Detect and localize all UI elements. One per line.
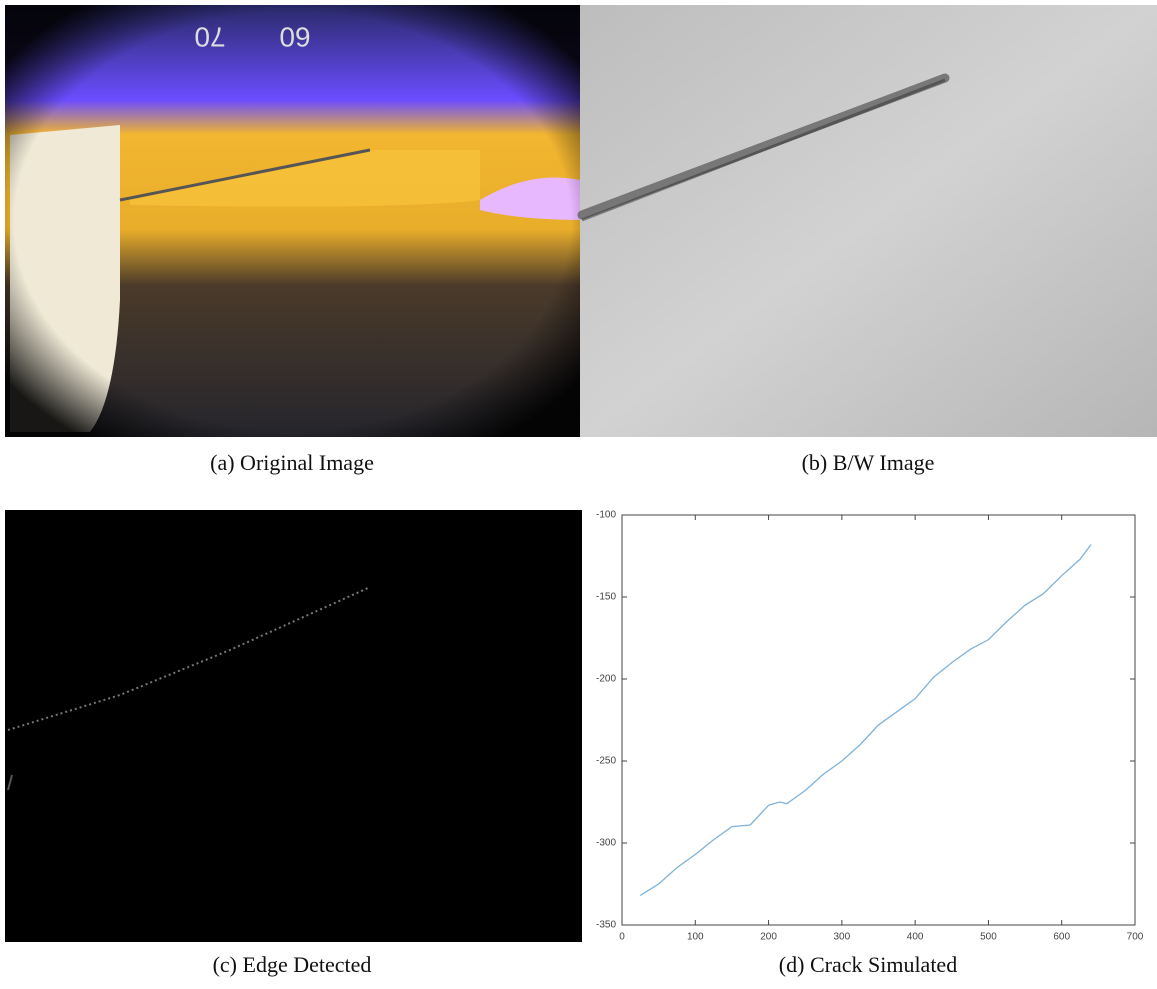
- x-tick-label: 200: [760, 932, 777, 943]
- x-tick-label: 100: [687, 932, 704, 943]
- y-tick-label: -200: [596, 674, 616, 685]
- x-tick-label: 400: [907, 932, 924, 943]
- caption: (a) Original Image: [210, 450, 374, 475]
- x-tick-label: 300: [834, 932, 851, 943]
- figure: 70 60 (a) Original Image (b) B/W Image (…: [0, 0, 1157, 984]
- x-tick-label: 600: [1053, 932, 1070, 943]
- y-tick-label: -300: [596, 838, 616, 849]
- photo-text: 70: [194, 22, 225, 53]
- photo-edges: [5, 510, 582, 942]
- photo-bw: [580, 5, 1157, 437]
- page: {"panels": [ {"caption": "(a) Original I…: [0, 0, 1157, 984]
- photo-original: 70 60: [5, 5, 580, 437]
- caption: (d) Crack Simulated: [779, 952, 957, 977]
- x-tick-label: 0: [619, 932, 625, 943]
- y-tick-label: -100: [596, 510, 616, 521]
- photo-text: 60: [279, 22, 310, 53]
- caption: (b) B/W Image: [802, 450, 935, 475]
- caption: (c) Edge Detected: [213, 952, 372, 977]
- y-tick-label: -250: [596, 756, 616, 767]
- plot-frame: [622, 515, 1135, 925]
- x-tick-label: 700: [1127, 932, 1144, 943]
- x-tick-label: 500: [980, 932, 997, 943]
- y-tick-label: -350: [596, 920, 616, 931]
- y-tick-label: -150: [596, 592, 616, 603]
